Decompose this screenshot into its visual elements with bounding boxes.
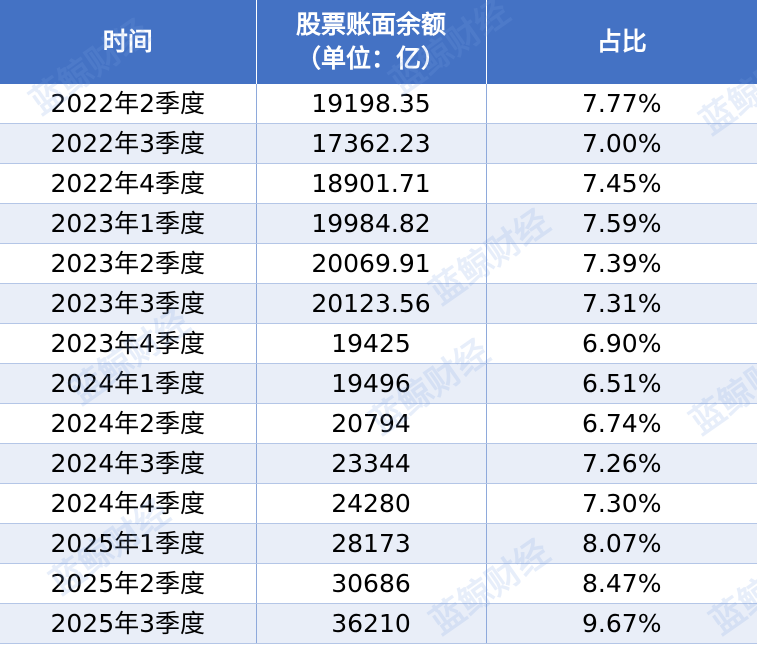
cell-balance: 19425 [256,323,487,364]
cell-balance: 19198.35 [256,84,487,124]
cell-ratio: 6.74% [486,403,757,444]
cell-time: 2023年3季度 [0,283,257,324]
table-row: 2022年2季度 19198.35 7.77% [0,84,757,124]
cell-time: 2024年1季度 [0,363,257,404]
cell-balance: 30686 [256,563,487,604]
cell-balance: 28173 [256,523,487,564]
cell-balance: 23344 [256,443,487,484]
header-row: 时间 股票账面余额 （单位：亿） 占比 [0,0,757,84]
table-row: 2023年2季度 20069.91 7.39% [0,243,757,284]
table-row: 2025年3季度 36210 9.67% [0,603,757,644]
cell-balance: 36210 [256,603,487,644]
cell-time: 2022年4季度 [0,163,257,204]
cell-ratio: 6.51% [486,363,757,404]
table-row: 2023年1季度 19984.82 7.59% [0,203,757,244]
cell-balance: 20794 [256,403,487,444]
cell-balance: 19496 [256,363,487,404]
cell-ratio: 7.30% [486,483,757,524]
cell-ratio: 9.67% [486,603,757,644]
cell-time: 2022年2季度 [0,84,257,124]
header-balance: 股票账面余额 （单位：亿） [256,0,487,84]
cell-time: 2022年3季度 [0,123,257,164]
cell-balance: 17362.23 [256,123,487,164]
header-balance-line2: （单位：亿） [295,44,446,73]
cell-balance: 24280 [256,483,487,524]
cell-time: 2023年4季度 [0,323,257,364]
cell-time: 2024年4季度 [0,483,257,524]
cell-ratio: 7.26% [486,443,757,484]
cell-balance: 20123.56 [256,283,487,324]
cell-ratio: 7.31% [486,283,757,324]
table-row: 2023年4季度 19425 6.90% [0,323,757,364]
cell-ratio: 6.90% [486,323,757,364]
table-row: 2024年4季度 24280 7.30% [0,483,757,524]
cell-time: 2023年1季度 [0,203,257,244]
table-row: 2024年2季度 20794 6.74% [0,403,757,444]
table-row: 2025年2季度 30686 8.47% [0,563,757,604]
table-row: 2024年1季度 19496 6.51% [0,363,757,404]
header-time: 时间 [0,0,257,84]
table-row: 2024年3季度 23344 7.26% [0,443,757,484]
cell-time: 2025年3季度 [0,603,257,644]
cell-time: 2025年2季度 [0,563,257,604]
cell-ratio: 7.45% [486,163,757,204]
cell-time: 2025年1季度 [0,523,257,564]
cell-ratio: 7.77% [486,84,757,124]
cell-ratio: 7.00% [486,123,757,164]
cell-time: 2024年2季度 [0,403,257,444]
table-row: 2025年1季度 28173 8.07% [0,523,757,564]
cell-ratio: 7.59% [486,203,757,244]
cell-balance: 19984.82 [256,203,487,244]
table-row: 2023年3季度 20123.56 7.31% [0,283,757,324]
cell-ratio: 7.39% [486,243,757,284]
cell-ratio: 8.47% [486,563,757,604]
cell-balance: 20069.91 [256,243,487,284]
table-row: 2022年4季度 18901.71 7.45% [0,163,757,204]
header-balance-line1: 股票账面余额 [295,10,446,39]
cell-time: 2024年3季度 [0,443,257,484]
table-row: 2022年3季度 17362.23 7.00% [0,123,757,164]
cell-balance: 18901.71 [256,163,487,204]
cell-ratio: 8.07% [486,523,757,564]
cell-time: 2023年2季度 [0,243,257,284]
header-ratio: 占比 [486,0,757,84]
